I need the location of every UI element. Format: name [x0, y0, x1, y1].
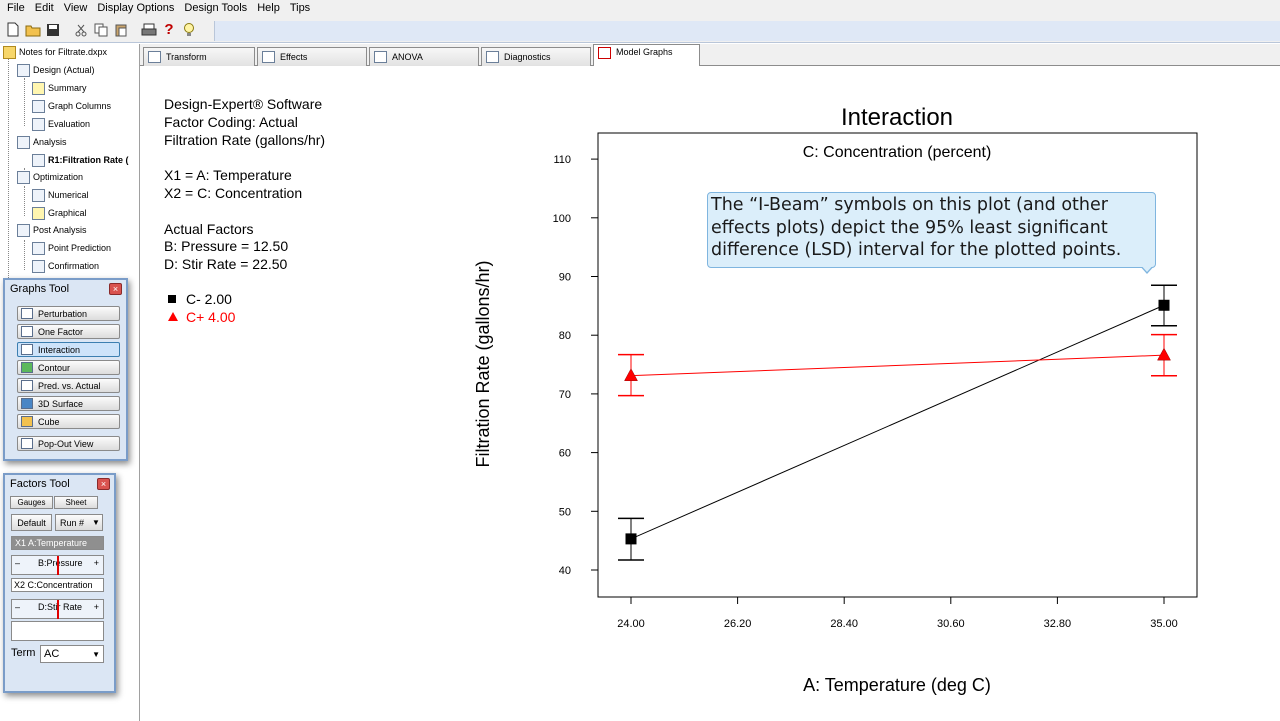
data-point-square — [1159, 300, 1170, 311]
x-tick-label: 26.20 — [724, 618, 752, 630]
y-tick-label: 80 — [559, 330, 571, 342]
data-point-square — [626, 533, 637, 544]
y-tick-label: 90 — [559, 272, 571, 284]
x-axis-label: A: Temperature (deg C) — [803, 675, 991, 695]
series-line — [631, 355, 1164, 376]
chart-subtitle: C: Concentration (percent) — [803, 144, 992, 161]
x-tick-label: 28.40 — [830, 618, 858, 630]
y-tick-label: 100 — [553, 213, 571, 225]
x-tick-label: 35.00 — [1150, 618, 1178, 630]
y-tick-label: 40 — [559, 565, 571, 577]
series-line — [631, 305, 1164, 539]
x-tick-label: 24.00 — [617, 618, 645, 630]
y-tick-label: 50 — [559, 506, 571, 518]
y-tick-label: 110 — [553, 154, 571, 166]
data-point-triangle — [625, 369, 638, 381]
callout-tail-inner — [1139, 263, 1155, 272]
x-tick-label: 32.80 — [1044, 618, 1072, 630]
x-tick-label: 30.60 — [937, 618, 965, 630]
y-tick-label: 60 — [559, 448, 571, 460]
lsd-callout: The “I-Beam” symbols on this plot (and o… — [707, 192, 1156, 268]
y-tick-label: 70 — [559, 389, 571, 401]
y-axis-label: Filtration Rate (gallons/hr) — [473, 260, 493, 467]
data-point-triangle — [1158, 348, 1171, 360]
chart-title: Interaction — [841, 104, 953, 131]
